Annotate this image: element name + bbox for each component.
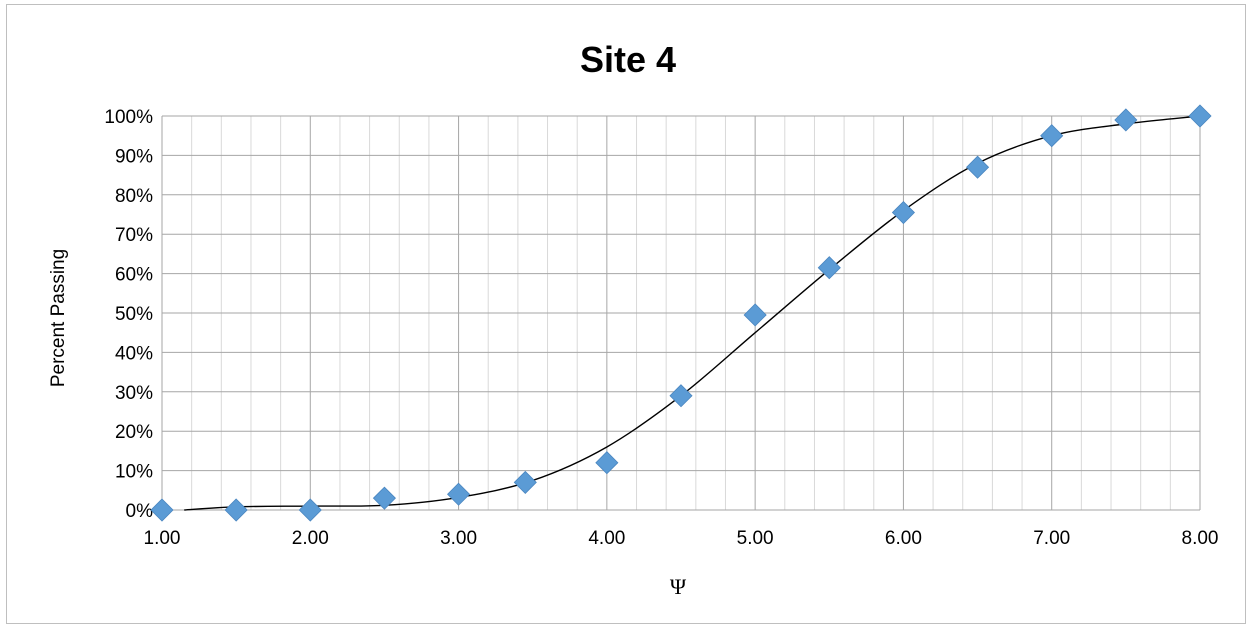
x-tick-label: 7.00 <box>1033 528 1070 549</box>
x-tick-label: 6.00 <box>885 528 922 549</box>
data-point-marker <box>447 482 471 506</box>
data-point-marker <box>743 303 767 327</box>
y-tick-label: 40% <box>115 343 153 364</box>
data-point-marker <box>1188 104 1212 128</box>
data-point-marker <box>891 200 915 225</box>
y-tick-label: 0% <box>126 501 154 522</box>
data-point-marker <box>1040 124 1064 148</box>
x-tick-label: 1.00 <box>144 528 181 549</box>
y-tick-labels: 0% 10% 20% 30% 40% 50% 60% 70% 80% 90% 100% <box>104 107 153 522</box>
x-tick-label: 8.00 <box>1182 528 1219 549</box>
y-axis-label: Percent Passing <box>48 249 69 387</box>
chart-title: Site 4 <box>580 39 676 80</box>
x-tick-label: 4.00 <box>588 528 625 549</box>
data-point-marker <box>669 384 693 408</box>
data-point-marker <box>595 451 619 475</box>
chart-frame: 0% 10% 20% 30% 40% 50% 60% 70% 80% 90% 100% 1.00 2.… <box>6 4 1246 624</box>
y-tick-label: 80% <box>115 186 153 207</box>
x-axis-label: Ψ <box>670 574 687 599</box>
y-tick-label: 60% <box>115 265 153 286</box>
y-tick-label: 10% <box>115 462 153 483</box>
data-markers <box>150 104 1212 522</box>
data-point-marker <box>966 155 990 179</box>
data-point-marker <box>513 470 537 494</box>
y-tick-label: 100% <box>104 107 153 128</box>
x-tick-labels: 1.00 2.00 3.00 4.00 5.00 6.00 7.00 8.00 <box>144 528 1219 549</box>
x-tick-label: 2.00 <box>292 528 329 549</box>
y-tick-label: 90% <box>115 146 153 167</box>
data-point-marker <box>298 498 322 522</box>
data-point-marker <box>817 256 841 280</box>
x-tick-label: 5.00 <box>737 528 774 549</box>
grid-major <box>161 115 1201 511</box>
data-point-marker <box>224 498 248 522</box>
y-tick-label: 50% <box>115 304 153 325</box>
chart-svg: 0% 10% 20% 30% 40% 50% 60% 70% 80% 90% 100% 1.00 2.… <box>48 39 1219 599</box>
y-tick-label: 20% <box>115 422 153 443</box>
y-tick-label: 30% <box>115 383 153 404</box>
data-point-marker <box>372 486 396 510</box>
x-tick-label: 3.00 <box>440 528 477 549</box>
data-point-marker <box>1114 108 1138 132</box>
data-point-marker <box>150 498 174 522</box>
y-tick-label: 70% <box>115 225 153 246</box>
